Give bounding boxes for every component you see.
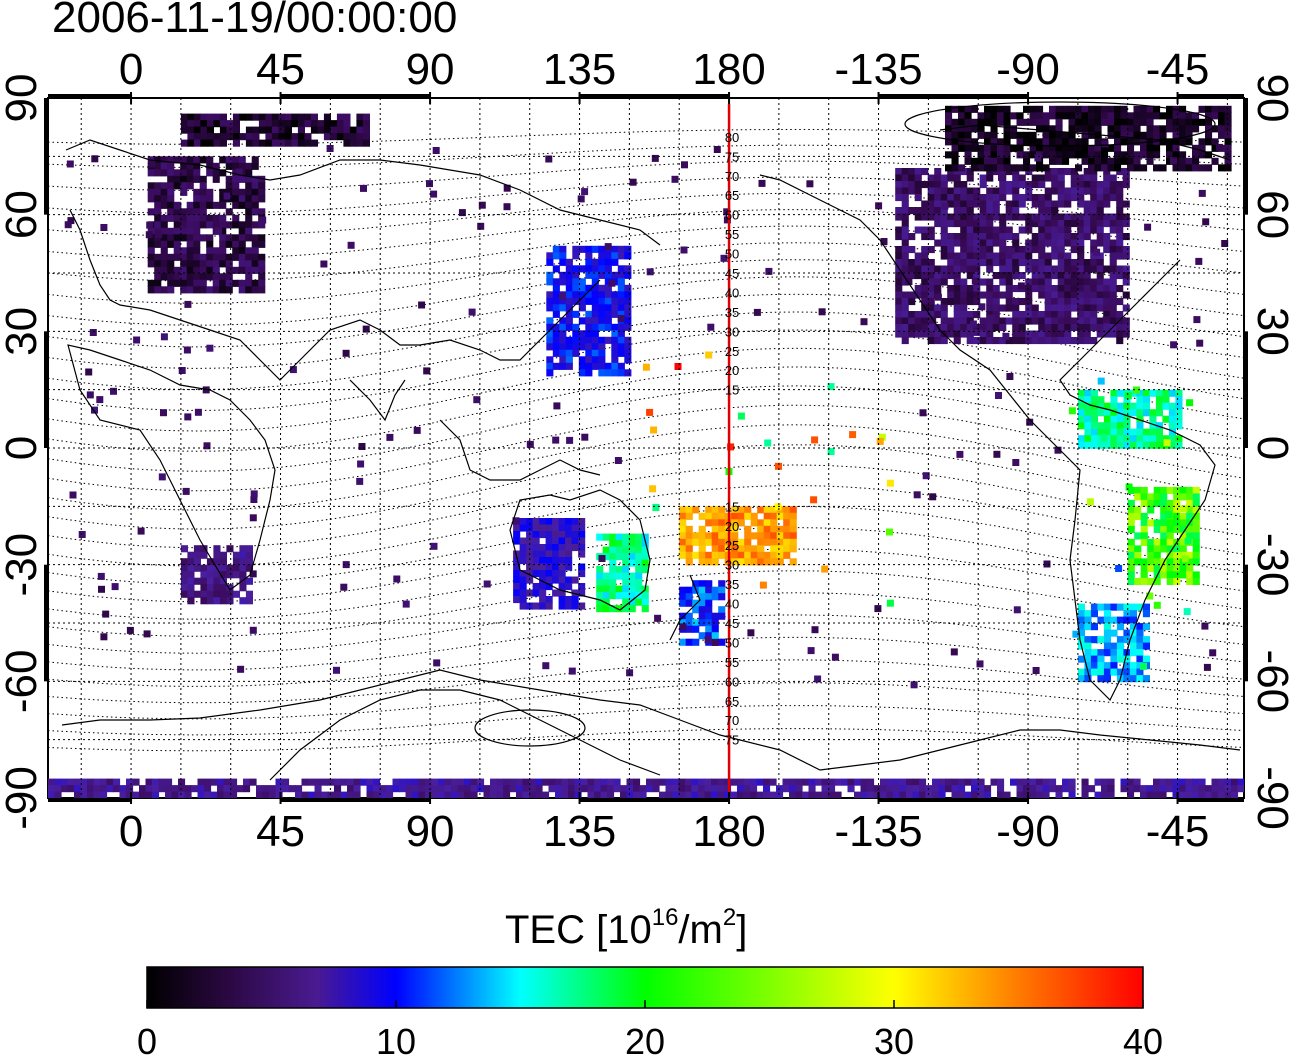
tec-region-north-america	[895, 168, 1130, 345]
top-lon-label: 45	[256, 45, 305, 94]
meridian-lat-label: 35	[725, 577, 739, 592]
map-title: 2006-11-19/00:00:00	[52, 0, 458, 42]
top-lon-label: 0	[119, 45, 143, 94]
bottom-lon-label: -45	[1146, 807, 1210, 856]
meridian-lat-label: 65	[725, 188, 739, 203]
meridian-lat-label: 30	[725, 324, 739, 339]
meridian-lat-label: 55	[725, 655, 739, 670]
right-lat-label: 60	[1248, 190, 1292, 239]
left-lat-label: 90	[0, 74, 46, 123]
tec-region-australia-west	[513, 518, 586, 610]
meridian-lat-label: 70	[725, 713, 739, 728]
tec-region-europe-asia-north	[147, 156, 266, 294]
bottom-lon-label: 45	[256, 807, 305, 856]
colorbar-title-unit: /m	[678, 908, 723, 952]
top-lon-label: -135	[835, 45, 923, 94]
colorbar	[146, 966, 1144, 1009]
meridian-latitude-labels: 80 75 70 65 60 55 50 45 40 35 30 25 20 15 15 20 25 30 35 40…	[725, 130, 739, 748]
meridian-lat-label: 50	[725, 635, 739, 650]
colorbar-title-exponent: 16	[651, 904, 679, 931]
colorbar-tick-label: 0	[137, 1021, 157, 1057]
colorbar-title-main: TEC [10	[505, 908, 652, 952]
meridian-lat-label: 30	[725, 558, 739, 573]
tec-region-japan-china	[546, 245, 632, 377]
colorbar-tick-label: 30	[874, 1021, 914, 1057]
right-lat-label: -90	[1248, 766, 1292, 830]
frame-ticks	[44, 92, 1248, 804]
colorbar-title-end: ]	[736, 908, 748, 952]
left-lat-label: -60	[0, 650, 46, 714]
colorbar-title-unit-exponent: 2	[722, 904, 737, 931]
tec-region-caribbean	[1077, 389, 1183, 449]
meridian-lat-label: 45	[725, 616, 739, 631]
bottom-lon-label: 180	[692, 807, 765, 856]
colorbar-tick-label: 20	[625, 1021, 665, 1057]
left-lat-label: -30	[0, 533, 46, 597]
top-lon-label: -45	[1146, 45, 1210, 94]
meridian-lat-label: 15	[725, 499, 739, 514]
tec-scatter	[64, 140, 1229, 689]
meridian-lat-label: 20	[725, 519, 739, 534]
right-lat-label: -30	[1248, 533, 1292, 597]
bottom-lon-label: -135	[835, 807, 923, 856]
colorbar-tick-label: 40	[1123, 1021, 1163, 1057]
meridian-lat-label: 20	[725, 363, 739, 378]
meridian-lat-label: 70	[725, 169, 739, 184]
left-lat-label: 60	[0, 190, 46, 239]
tec-region-canada-arctic	[945, 105, 1232, 172]
right-latitude-labels: 90 60 30 0 -30 -60 -90	[1248, 74, 1292, 830]
meridian-lat-label: 45	[725, 266, 739, 281]
meridian-lat-label: 40	[725, 285, 739, 300]
right-lat-label: 30	[1248, 307, 1292, 356]
bottom-lon-label: -90	[996, 807, 1060, 856]
right-lat-label: 0	[1248, 436, 1292, 460]
right-lat-label: 90	[1248, 74, 1292, 123]
top-longitude-labels: 0 45 90 135 180 -135 -90 -45	[119, 45, 1210, 94]
left-lat-label: -90	[0, 766, 46, 830]
colorbar-tick-label: 10	[376, 1021, 416, 1057]
tec-region-southern-africa	[180, 545, 253, 605]
bottom-lon-label: 90	[406, 807, 455, 856]
meridian-lat-label: 80	[725, 130, 739, 145]
meridian-lat-label: 40	[725, 597, 739, 612]
top-lon-label: 135	[543, 45, 616, 94]
lat-lon-grid	[48, 98, 1244, 798]
bottom-longitude-labels: 0 45 90 135 180 -135 -90 -45	[119, 807, 1210, 856]
top-lon-label: 180	[692, 45, 765, 94]
top-lon-label: 90	[406, 45, 455, 94]
top-lon-label: -90	[996, 45, 1060, 94]
meridian-lat-label: 35	[725, 305, 739, 320]
bottom-lon-label: 135	[543, 807, 616, 856]
meridian-lat-label: 60	[725, 208, 739, 223]
colorbar-ticks: 0 10 20 30 40	[137, 1000, 1163, 1057]
left-lat-label: 0	[0, 436, 46, 460]
meridian-lat-label: 25	[725, 344, 739, 359]
right-lat-label: -60	[1248, 650, 1292, 714]
meridian-lat-label: 15	[725, 383, 739, 398]
meridian-lat-label: 50	[725, 247, 739, 262]
tec-data-layer	[48, 105, 1244, 798]
coastlines	[61, 101, 1241, 781]
meridian-lat-label: 75	[725, 149, 739, 164]
tec-region-arctic-siberia	[180, 113, 370, 147]
meridian-lat-label: 25	[725, 538, 739, 553]
meridian-lat-label: 65	[725, 694, 739, 709]
left-lat-label: 30	[0, 307, 46, 356]
tec-region-antarctica	[48, 778, 1244, 798]
meridian-lat-label: 75	[725, 733, 739, 748]
meridian-lat-label: 60	[725, 674, 739, 689]
left-latitude-labels: 90 60 30 0 -30 -60 -90	[0, 74, 46, 830]
meridian-lat-label: 55	[725, 227, 739, 242]
bottom-lon-label: 0	[119, 807, 143, 856]
tec-region-south-america-south	[1077, 603, 1150, 683]
colorbar-title: TEC [1016/m2]	[505, 906, 748, 952]
